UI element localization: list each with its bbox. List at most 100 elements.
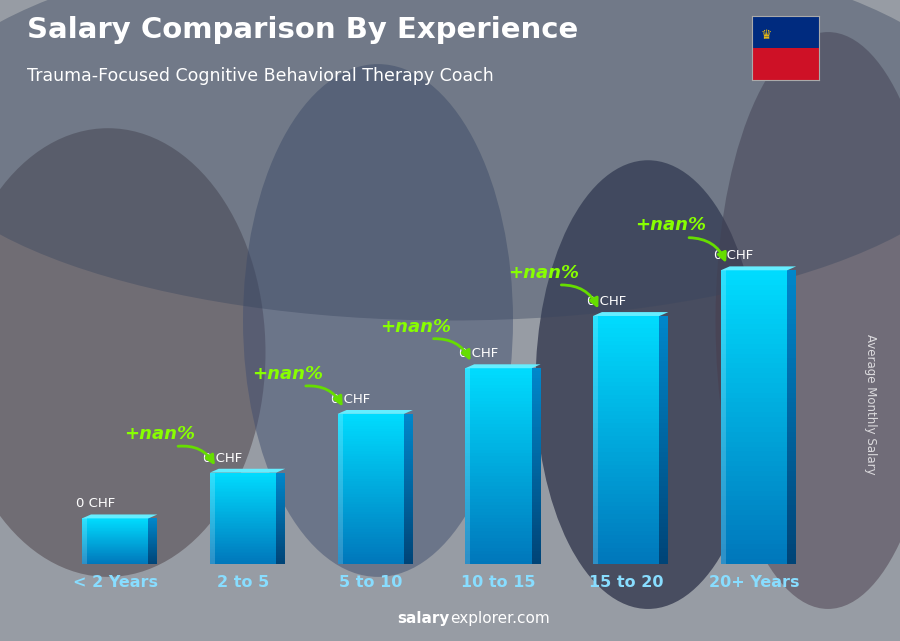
Bar [276, 558, 285, 560]
Bar [148, 547, 157, 548]
Bar [338, 484, 404, 487]
Bar [210, 499, 276, 500]
Bar [593, 357, 660, 362]
Bar [148, 562, 157, 563]
Bar [660, 399, 669, 403]
Polygon shape [210, 469, 285, 472]
Bar [593, 345, 660, 349]
Bar [465, 404, 532, 408]
Bar [593, 547, 660, 552]
Bar [721, 466, 788, 471]
Bar [148, 525, 157, 526]
Bar [788, 403, 796, 408]
Bar [210, 478, 276, 479]
Bar [532, 538, 541, 541]
Bar [276, 531, 285, 532]
Bar [532, 486, 541, 489]
Bar [532, 375, 541, 378]
Bar [404, 449, 413, 451]
Bar [788, 510, 796, 515]
Bar [788, 476, 796, 481]
Polygon shape [338, 410, 413, 414]
Bar [210, 563, 276, 564]
Bar [721, 290, 788, 295]
Bar [532, 404, 541, 408]
Bar [721, 451, 788, 456]
Bar [532, 368, 541, 372]
Bar [532, 463, 541, 466]
Bar [660, 378, 669, 382]
Bar [788, 432, 796, 437]
Bar [721, 378, 788, 383]
Bar [660, 544, 669, 547]
Bar [338, 497, 404, 499]
Bar [788, 451, 796, 456]
Bar [465, 408, 532, 411]
Bar [593, 498, 660, 502]
Bar [82, 543, 148, 544]
Bar [532, 544, 541, 548]
Bar [82, 548, 148, 549]
Bar [660, 440, 669, 444]
Bar [82, 563, 148, 564]
Bar [210, 483, 276, 485]
Bar [276, 519, 285, 520]
Bar [338, 476, 404, 479]
Bar [210, 495, 276, 497]
Bar [276, 491, 285, 492]
Bar [788, 549, 796, 554]
Bar [404, 517, 413, 519]
Bar [532, 397, 541, 401]
Bar [788, 442, 796, 447]
Bar [82, 528, 148, 529]
Bar [404, 454, 413, 456]
Bar [404, 439, 413, 442]
Bar [148, 529, 157, 530]
Bar [82, 523, 148, 524]
Bar [404, 547, 413, 549]
Bar [721, 324, 788, 329]
Bar [276, 544, 285, 545]
Bar [338, 554, 404, 556]
Bar [788, 373, 796, 378]
Bar [532, 466, 541, 469]
Bar [593, 362, 660, 365]
Bar [788, 393, 796, 397]
Bar [788, 310, 796, 314]
Bar [721, 334, 788, 339]
Bar [210, 524, 276, 526]
Bar [338, 559, 404, 562]
Polygon shape [338, 414, 343, 564]
Bar [338, 549, 404, 551]
Bar [532, 502, 541, 505]
Bar [660, 424, 669, 428]
Bar [593, 552, 660, 556]
Bar [276, 499, 285, 500]
Bar [788, 530, 796, 535]
Bar [721, 299, 788, 304]
Bar [210, 540, 276, 541]
Bar [593, 515, 660, 519]
Bar [660, 552, 669, 556]
Bar [721, 540, 788, 544]
Bar [788, 368, 796, 373]
Bar [660, 515, 669, 519]
Bar [788, 408, 796, 412]
Bar [532, 391, 541, 394]
Bar [404, 474, 413, 476]
Bar [788, 554, 796, 559]
Bar [788, 314, 796, 319]
Bar [788, 275, 796, 280]
Bar [788, 412, 796, 417]
Bar [660, 502, 669, 506]
Bar [276, 552, 285, 553]
Bar [82, 526, 148, 527]
Bar [721, 427, 788, 432]
Bar [404, 514, 413, 517]
Bar [532, 476, 541, 479]
Bar [721, 403, 788, 408]
Bar [404, 506, 413, 509]
Bar [721, 544, 788, 549]
Bar [276, 533, 285, 535]
Bar [210, 485, 276, 487]
